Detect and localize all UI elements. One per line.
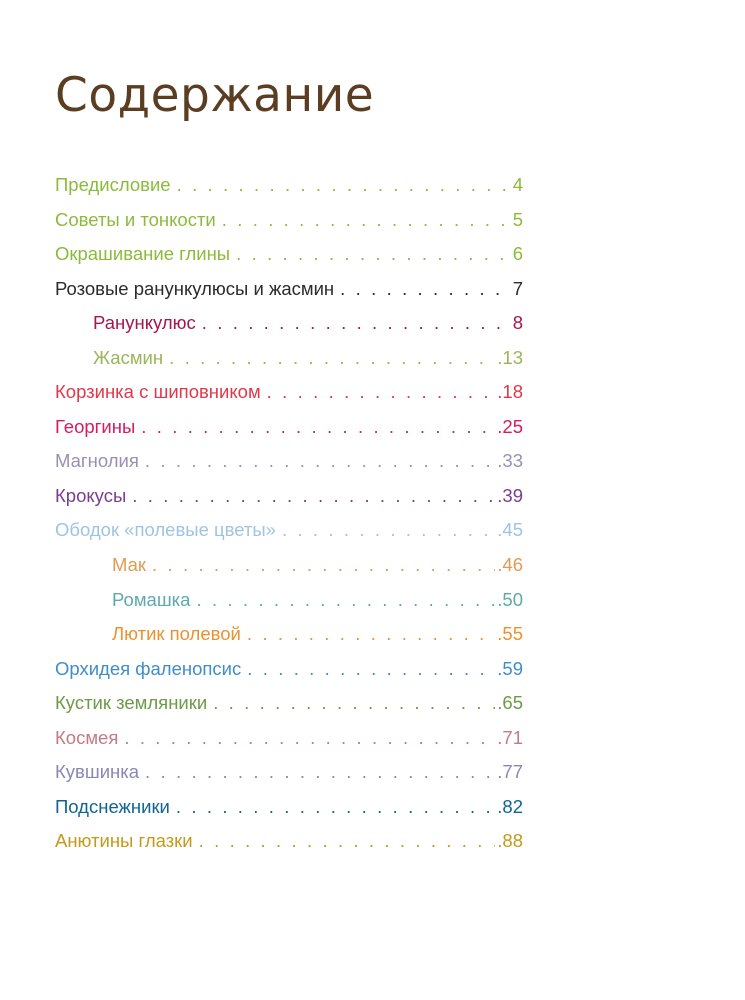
toc-entry-page-number: 4 xyxy=(512,174,523,195)
toc-entry[interactable]: Советы и тонкости 5 xyxy=(55,204,523,239)
dot-leader xyxy=(216,206,511,234)
dot-leader xyxy=(276,516,495,544)
toc-entry-page-number: .82 xyxy=(497,795,523,817)
toc-entry-title: Предисловие xyxy=(55,174,171,195)
dot-leader xyxy=(135,413,495,441)
toc-entry[interactable]: Предисловие 4 xyxy=(55,169,523,204)
dot-leader xyxy=(207,689,495,717)
dot-leader xyxy=(118,724,495,752)
toc-entry[interactable]: Жасмин .13 xyxy=(55,342,523,377)
dot-leader xyxy=(163,344,495,372)
toc-entry[interactable]: Корзинка с шиповником .18 xyxy=(55,376,523,411)
toc-entry-title: Кустик земляники xyxy=(55,692,208,714)
toc-entry-title: Кувшинка xyxy=(55,761,140,783)
toc-entry-page-number: 5 xyxy=(512,208,523,230)
toc-entry[interactable]: Ромашка .50 xyxy=(55,584,523,619)
toc-entry-title: Ранункулюс xyxy=(93,312,196,334)
toc-entry-page-number: .13 xyxy=(497,346,523,368)
toc-entry-title: Крокусы xyxy=(55,484,127,506)
toc-entry-page-number: .50 xyxy=(497,588,523,610)
toc-entry[interactable]: Магнолия .33 xyxy=(55,445,523,480)
toc-entry-title: Мак xyxy=(112,554,147,576)
toc-entry-page-number: .39 xyxy=(497,484,523,506)
dot-leader xyxy=(170,793,495,821)
dot-leader xyxy=(261,378,496,406)
toc-entry-page-number: .77 xyxy=(497,761,523,783)
dot-leader xyxy=(196,309,511,337)
toc-entry-page-number: 7 xyxy=(512,277,523,299)
toc-entry[interactable]: Кувшинка .77 xyxy=(55,756,523,791)
toc-entry[interactable]: Окрашивание глины 6 xyxy=(55,238,523,273)
dot-leader xyxy=(171,171,511,199)
toc-entry-page-number: .45 xyxy=(497,519,523,541)
toc-entry-title: Корзинка с шиповником xyxy=(55,381,261,403)
toc-entry[interactable]: Анютины глазки .88 xyxy=(55,825,523,860)
toc-entry-page-number: .88 xyxy=(497,830,523,852)
toc-entry-page-number: .71 xyxy=(497,726,523,748)
dot-leader xyxy=(241,620,495,648)
toc-entry[interactable]: Космея .71 xyxy=(55,722,523,757)
dot-leader xyxy=(190,586,495,614)
dot-leader xyxy=(230,240,511,268)
toc-entry-title: Магнолия xyxy=(55,450,139,472)
page-title: Содержание xyxy=(55,68,375,123)
dot-leader xyxy=(334,275,511,303)
toc-entry-page-number: 6 xyxy=(512,243,523,265)
toc-entry[interactable]: Лютик полевой .55 xyxy=(55,618,523,653)
toc-entry-title: Ромашка xyxy=(112,588,191,610)
toc-entry-page-number: .25 xyxy=(497,415,523,437)
toc-entry[interactable]: Кустик земляники .65 xyxy=(55,687,523,722)
toc-entry-page-number: .55 xyxy=(497,623,523,645)
toc-entry-title: Розовые ранункулюсы и жасмин xyxy=(55,277,335,299)
toc-entry-page-number: .18 xyxy=(497,381,523,403)
toc-entry[interactable]: Ободок «полевые цветы» .45 xyxy=(55,514,523,549)
toc-entry-title: Анютины глазки xyxy=(55,830,193,852)
toc-entry-title: Орхидея фаленопсис xyxy=(55,657,242,679)
toc-entry-title: Советы и тонкости xyxy=(55,208,216,230)
toc-entry[interactable]: Георгины .25 xyxy=(55,411,523,446)
toc-entry[interactable]: Подснежники .82 xyxy=(55,791,523,826)
toc-entry-page-number: .46 xyxy=(497,554,523,576)
dot-leader xyxy=(146,551,495,579)
toc-entry-title: Георгины xyxy=(55,415,136,437)
dot-leader xyxy=(193,827,496,855)
toc-entry[interactable]: Крокусы .39 xyxy=(55,480,523,515)
dot-leader xyxy=(241,655,495,683)
toc-entry-title: Ободок «полевые цветы» xyxy=(55,519,276,541)
dot-leader xyxy=(139,447,495,475)
toc-entry-title: Жасмин xyxy=(93,346,164,368)
toc-entry-title: Подснежники xyxy=(55,795,170,817)
toc-entry-page-number: 8 xyxy=(512,312,523,334)
toc-entry[interactable]: Орхидея фаленопсис .59 xyxy=(55,653,523,688)
toc-entry[interactable]: Мак .46 xyxy=(55,549,523,584)
toc-entry[interactable]: Ранункулюс 8 xyxy=(55,307,523,342)
toc-entry-title: Лютик полевой xyxy=(112,623,241,645)
toc-entry-title: Космея xyxy=(55,726,119,748)
toc-entry-page-number: .33 xyxy=(497,450,523,472)
table-of-contents: Предисловие 4 Советы и тонкости 5 Окрашивани… xyxy=(55,169,523,860)
toc-entry-title: Окрашивание глины xyxy=(55,243,231,265)
toc-entry-page-number: .59 xyxy=(497,657,523,679)
dot-leader xyxy=(139,758,495,786)
toc-entry[interactable]: Розовые ранункулюсы и жасмин 7 xyxy=(55,273,523,308)
toc-entry-page-number: .65 xyxy=(497,692,523,714)
dot-leader xyxy=(126,482,495,510)
